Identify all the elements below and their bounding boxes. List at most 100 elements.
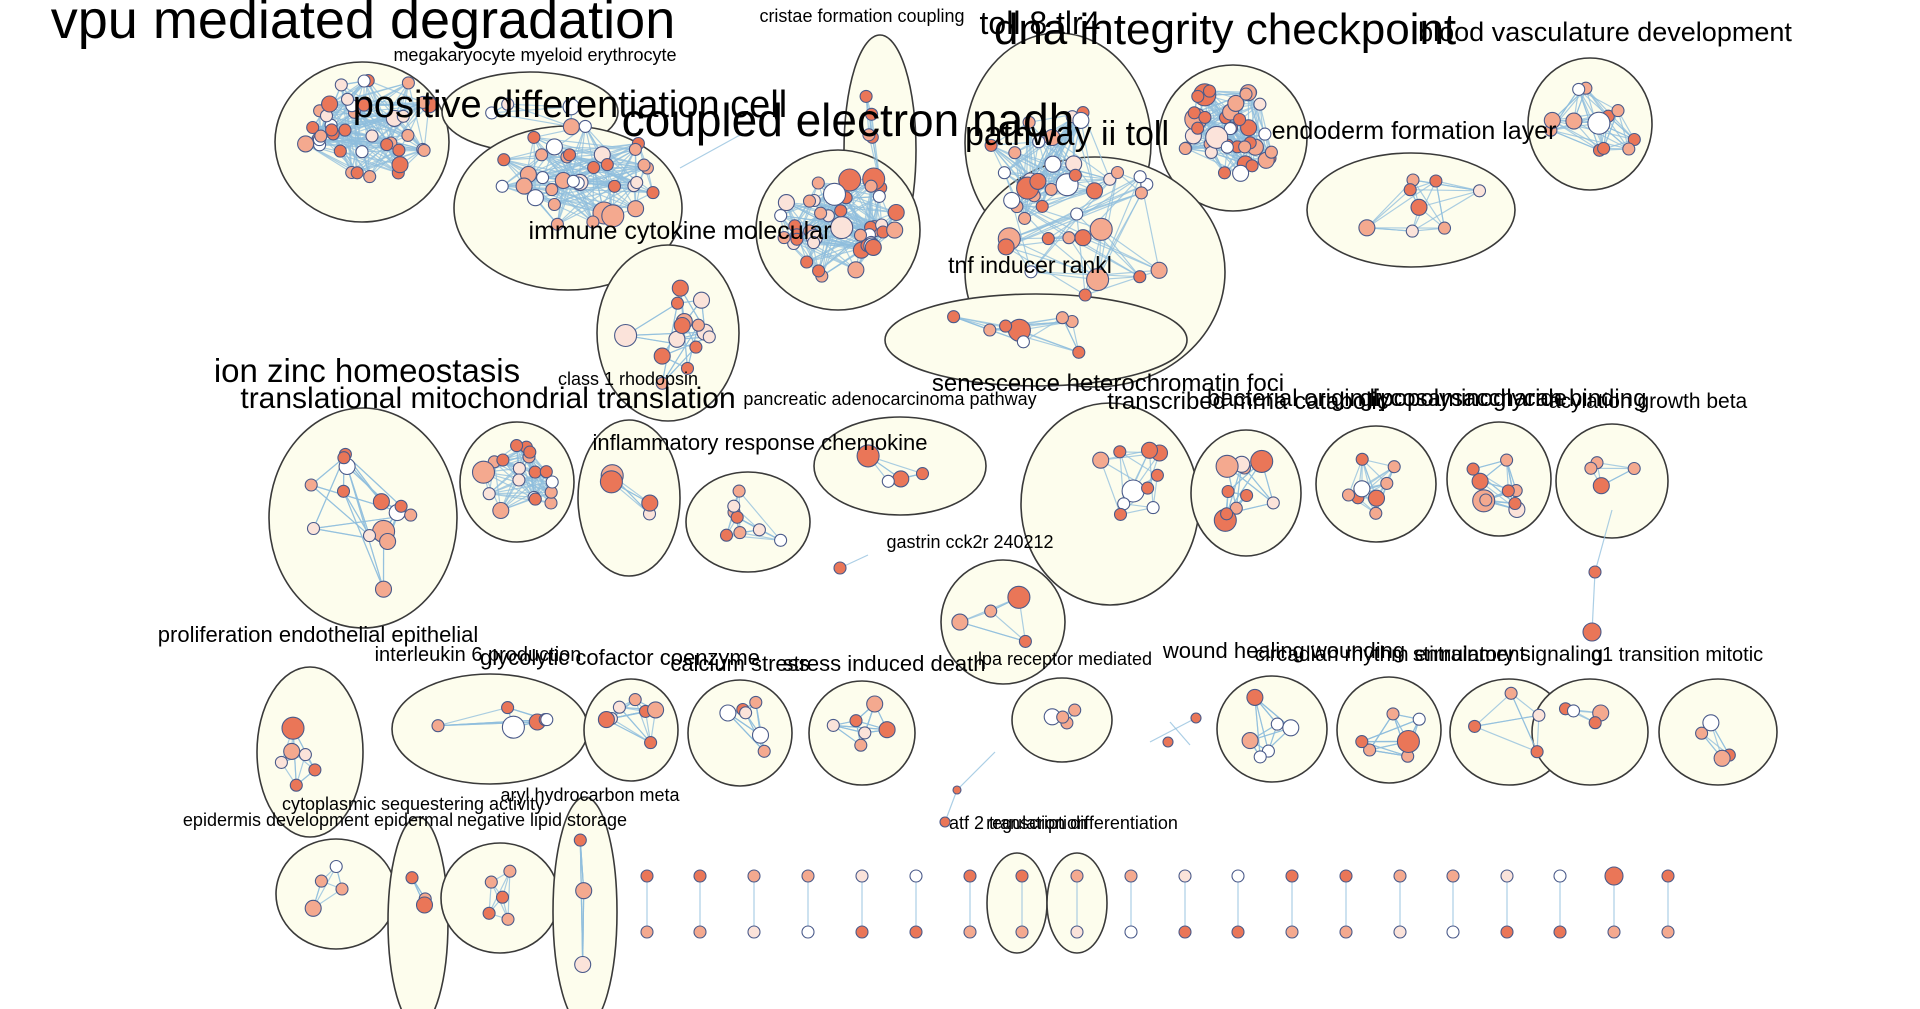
gene-set-node-432[interactable]	[909, 925, 923, 939]
gene-set-node-235[interactable]	[673, 316, 691, 335]
gene-set-node-300[interactable]	[1215, 454, 1239, 478]
gene-set-node-302[interactable]	[1220, 507, 1234, 521]
gene-set-node-453[interactable]	[1500, 869, 1514, 883]
gene-set-node-68[interactable]	[536, 171, 550, 185]
gene-set-node-242[interactable]	[1072, 345, 1086, 359]
gene-set-node-313[interactable]	[1471, 472, 1489, 490]
gene-set-node-347[interactable]	[501, 715, 525, 739]
gene-set-node-446[interactable]	[1285, 925, 1299, 939]
gene-set-node-225[interactable]	[692, 291, 711, 309]
gene-set-node-365[interactable]	[878, 721, 896, 739]
gene-set-node-298[interactable]	[1240, 488, 1254, 503]
gene-set-node-268[interactable]	[512, 473, 526, 487]
gene-set-node-296[interactable]	[1266, 496, 1280, 510]
gene-set-node-139[interactable]	[997, 166, 1011, 180]
gene-set-node-212[interactable]	[1110, 165, 1125, 180]
gene-set-node-406[interactable]	[482, 906, 496, 920]
gene-set-node-74[interactable]	[545, 183, 559, 197]
gene-set-node-170[interactable]	[1233, 112, 1247, 127]
gene-set-node-269[interactable]	[523, 445, 537, 459]
gene-set-node-385[interactable]	[1386, 707, 1400, 721]
gene-set-node-37[interactable]	[401, 76, 415, 90]
gene-set-node-305[interactable]	[1380, 476, 1394, 490]
gene-set-node-356[interactable]	[597, 711, 615, 729]
gene-set-node-258[interactable]	[362, 529, 377, 543]
gene-set-node-118[interactable]	[834, 204, 848, 218]
gene-set-node-59[interactable]	[630, 175, 644, 190]
gene-set-node-192[interactable]	[1611, 104, 1625, 118]
gene-set-node-294[interactable]	[1229, 501, 1243, 515]
gene-set-node-185[interactable]	[1253, 97, 1267, 111]
gene-set-node-434[interactable]	[963, 925, 977, 939]
gene-set-node-323[interactable]	[1584, 461, 1598, 475]
gene-set-node-206[interactable]	[1133, 270, 1147, 284]
gene-set-node-20[interactable]	[333, 144, 347, 158]
gene-set-node-255[interactable]	[337, 451, 351, 465]
gene-set-node-117[interactable]	[864, 238, 882, 256]
gene-set-node-285[interactable]	[1113, 507, 1128, 521]
gene-set-node-277[interactable]	[471, 460, 496, 484]
gene-set-node-183[interactable]	[1258, 127, 1272, 141]
gene-set-node-437[interactable]	[1070, 869, 1084, 883]
gene-set-node-404[interactable]	[405, 871, 419, 885]
gene-set-node-65[interactable]	[547, 197, 561, 212]
gene-set-node-409[interactable]	[484, 875, 498, 889]
gene-set-node-299[interactable]	[1250, 449, 1274, 473]
gene-set-node-398[interactable]	[1695, 726, 1709, 740]
gene-set-node-331[interactable]	[727, 499, 741, 513]
gene-set-node-412[interactable]	[573, 833, 587, 847]
gene-set-node-178[interactable]	[1264, 145, 1278, 159]
gene-set-node-79[interactable]	[862, 128, 876, 142]
gene-set-node-375[interactable]	[1282, 719, 1300, 737]
gene-set-node-196[interactable]	[1597, 141, 1611, 155]
gene-set-node-303[interactable]	[1355, 452, 1369, 466]
gene-set-node-396[interactable]	[1713, 749, 1731, 767]
gene-set-node-194[interactable]	[1622, 142, 1636, 156]
gene-set-node-263[interactable]	[482, 487, 496, 501]
gene-set-node-132[interactable]	[984, 138, 998, 152]
gene-set-node-273[interactable]	[545, 475, 559, 489]
gene-set-node-430[interactable]	[855, 925, 869, 939]
gene-set-node-191[interactable]	[1572, 82, 1586, 96]
gene-set-node-221[interactable]	[1358, 219, 1376, 237]
gene-set-node-426[interactable]	[747, 925, 761, 939]
gene-set-node-388[interactable]	[1504, 686, 1518, 700]
gene-set-node-145[interactable]	[1029, 172, 1047, 190]
gene-set-node-71[interactable]	[646, 186, 660, 200]
gene-set-node-349[interactable]	[501, 701, 515, 715]
gene-set-node-22[interactable]	[363, 170, 377, 184]
gene-set-node-76[interactable]	[627, 200, 645, 218]
gene-set-node-26[interactable]	[380, 138, 394, 152]
gene-set-node-376[interactable]	[1241, 732, 1259, 750]
gene-set-node-99[interactable]	[774, 209, 788, 223]
gene-set-node-399[interactable]	[335, 882, 349, 896]
gene-set-node-200[interactable]	[1150, 261, 1168, 279]
gene-set-node-160[interactable]	[1227, 94, 1245, 112]
gene-set-node-433[interactable]	[963, 869, 977, 883]
gene-set-node-34[interactable]	[355, 145, 369, 159]
gene-set-node-23[interactable]	[325, 123, 339, 137]
gene-set-node-226[interactable]	[689, 340, 703, 354]
gene-set-node-24[interactable]	[321, 95, 339, 113]
gene-set-node-215[interactable]	[997, 238, 1015, 256]
gene-set-node-63[interactable]	[535, 148, 549, 162]
gene-set-node-414[interactable]	[1588, 565, 1602, 579]
gene-set-node-454[interactable]	[1500, 925, 1514, 939]
gene-set-node-193[interactable]	[1565, 112, 1583, 130]
gene-set-node-330[interactable]	[730, 510, 744, 524]
gene-set-node-280[interactable]	[881, 474, 895, 488]
gene-set-node-368[interactable]	[854, 738, 868, 752]
gene-set-node-121[interactable]	[822, 182, 847, 206]
gene-set-node-40[interactable]	[485, 106, 499, 120]
gene-set-node-142[interactable]	[1044, 182, 1058, 196]
gene-set-node-379[interactable]	[1246, 688, 1264, 706]
gene-set-node-320[interactable]	[1592, 477, 1610, 495]
gene-set-node-239[interactable]	[983, 323, 997, 337]
gene-set-node-259[interactable]	[372, 493, 390, 511]
gene-set-node-450[interactable]	[1393, 925, 1407, 939]
gene-set-node-416[interactable]	[939, 816, 951, 828]
gene-set-node-337[interactable]	[1018, 634, 1032, 648]
gene-set-node-281[interactable]	[856, 444, 880, 468]
gene-set-node-439[interactable]	[1124, 869, 1138, 883]
gene-set-node-39[interactable]	[357, 74, 371, 88]
